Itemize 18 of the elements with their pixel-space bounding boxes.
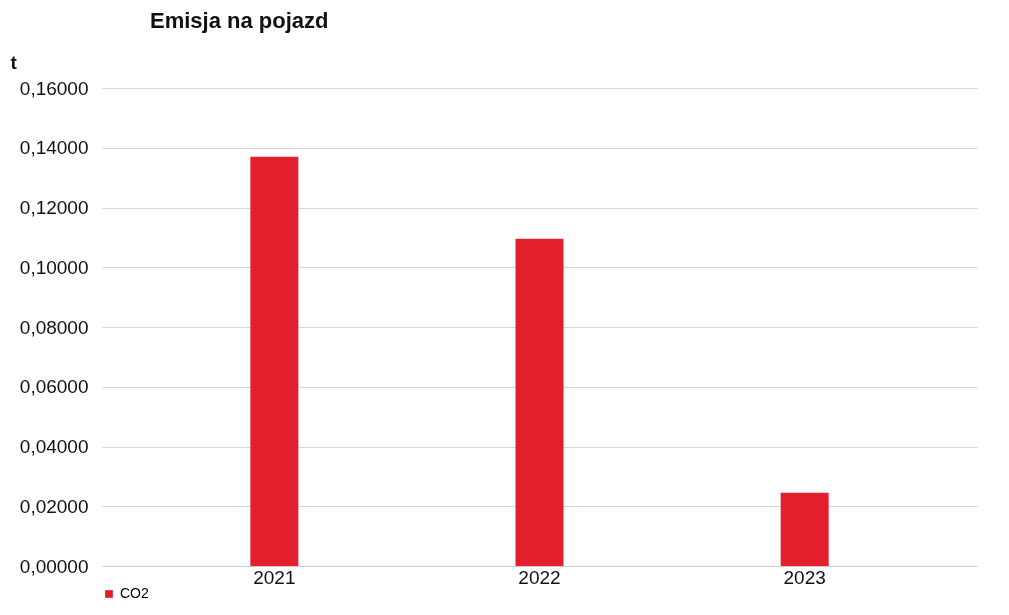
y-tick-label: 0,02000 xyxy=(19,495,89,517)
bar xyxy=(780,492,829,566)
x-tick-label: 2021 xyxy=(253,566,296,588)
chart-title: Emisja na pojazd xyxy=(150,8,329,33)
bar xyxy=(515,238,564,566)
x-tick-label: 2022 xyxy=(518,566,561,588)
y-tick-label: 0,16000 xyxy=(19,77,89,99)
legend-label: CO2 xyxy=(120,585,149,601)
y-tick-label: 0,08000 xyxy=(19,316,89,338)
x-tick-label: 2023 xyxy=(783,566,826,588)
y-tick-label: 0,12000 xyxy=(19,197,89,218)
y-tick-label: 0,00000 xyxy=(19,555,89,577)
y-axis-title: t xyxy=(10,51,18,73)
y-tick-label: 0,14000 xyxy=(19,137,89,159)
y-tick-label: 0,06000 xyxy=(19,376,89,398)
bar xyxy=(250,156,299,566)
y-tick-label: 0,04000 xyxy=(19,436,89,457)
y-tick-label: 0,10000 xyxy=(19,256,89,278)
